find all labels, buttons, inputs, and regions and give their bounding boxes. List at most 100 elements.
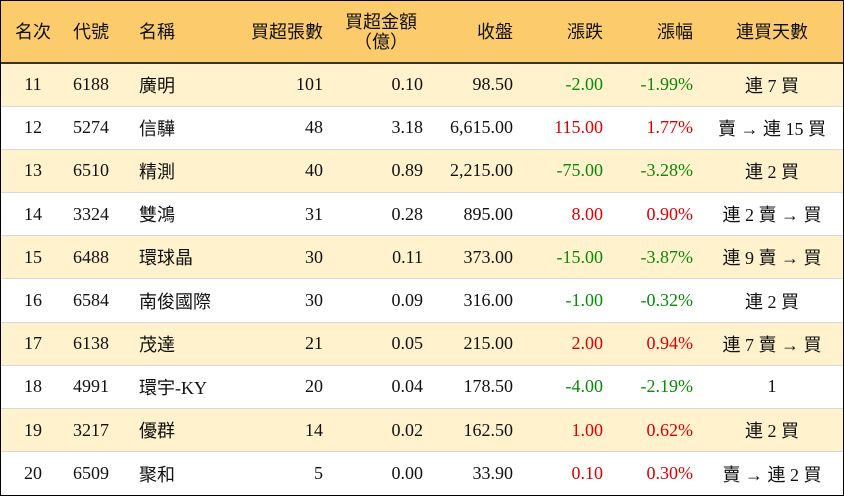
table-cell: 6188	[65, 62, 131, 107]
table-cell: 0.11	[331, 235, 431, 279]
table-cell: 南俊國際	[131, 278, 231, 323]
table-cell: 3217	[65, 407, 131, 452]
table-cell: 12	[1, 105, 65, 150]
table-cell: 雙鴻	[131, 192, 231, 236]
table-cell: 0.00	[331, 451, 431, 495]
table-cell: 11	[1, 62, 65, 107]
table-row: 18 4991 環宇-KY 20 0.04 178.50 -4.00 -2.19% 1	[1, 364, 843, 409]
table-cell: 215.00	[431, 321, 521, 366]
table-cell: 聚和	[131, 451, 231, 495]
table-cell: 895.00	[431, 192, 521, 236]
table-cell: 0.62%	[611, 407, 701, 452]
table-cell: 0.28	[331, 192, 431, 236]
table-cell: 5274	[65, 105, 131, 150]
table-cell: 15	[1, 235, 65, 279]
table-cell: 連 2 買	[701, 407, 843, 452]
table-row: 11 6188 廣明 101 0.10 98.50 -2.00 -1.99% 連 7 買	[1, 62, 843, 107]
table-cell: -2.00	[521, 62, 611, 107]
table-cell: 3.18	[331, 105, 431, 150]
table-cell: 環球晶	[131, 235, 231, 279]
table-row: 17 6138 茂達 21 0.05 215.00 2.00 0.94% 連 7 賣 → 買	[1, 321, 843, 366]
table-cell: 1.00	[521, 407, 611, 452]
table-cell: 0.30%	[611, 451, 701, 495]
table-cell: 0.09	[331, 278, 431, 323]
table-cell: 連 2 買	[701, 148, 843, 193]
table-cell: 1.77%	[611, 105, 701, 150]
table-cell: 0.02	[331, 407, 431, 452]
table-cell: 30	[231, 235, 331, 279]
header-cell: 名次	[1, 1, 65, 64]
table-cell: 98.50	[431, 62, 521, 107]
header-cell: 買超張數	[231, 1, 331, 64]
table-cell: 13	[1, 148, 65, 193]
table-cell: -3.28%	[611, 148, 701, 193]
table-cell: 6138	[65, 321, 131, 366]
table-cell: 31	[231, 192, 331, 236]
table-row: 16 6584 南俊國際 30 0.09 316.00 -1.00 -0.32% 連 2 買	[1, 278, 843, 323]
table-cell: 6510	[65, 148, 131, 193]
table-cell: 0.89	[331, 148, 431, 193]
table-cell: 33.90	[431, 451, 521, 495]
table-cell: 2.00	[521, 321, 611, 366]
table-cell: 48	[231, 105, 331, 150]
table-cell: 茂達	[131, 321, 231, 366]
table-cell: -1.00	[521, 278, 611, 323]
header-cell: 買超金額 （億）	[331, 1, 431, 64]
table-cell: 廣明	[131, 62, 231, 107]
table-row: 12 5274 信驊 48 3.18 6,615.00 115.00 1.77% 賣 → 連 1…	[1, 105, 843, 150]
table-cell: 178.50	[431, 364, 521, 409]
table-cell: 5	[231, 451, 331, 495]
table-cell: 連 2 買	[701, 278, 843, 323]
table-cell: 30	[231, 278, 331, 323]
table-cell: 21	[231, 321, 331, 366]
header-cell: 連買天數	[701, 1, 843, 64]
table-cell: 信驊	[131, 105, 231, 150]
table-cell: 0.94%	[611, 321, 701, 366]
table-cell: -75.00	[521, 148, 611, 193]
table-cell: 精測	[131, 148, 231, 193]
table-cell: 0.10	[331, 62, 431, 107]
table-cell: 連 2 賣 → 買	[701, 192, 843, 236]
table-cell: 115.00	[521, 105, 611, 150]
table-cell: 賣 → 連 15 買	[701, 105, 843, 150]
table-cell: 17	[1, 321, 65, 366]
table-cell: 6488	[65, 235, 131, 279]
table-cell: 0.90%	[611, 192, 701, 236]
header-cell: 名稱	[131, 1, 231, 64]
table-cell: 101	[231, 62, 331, 107]
table-cell: -0.32%	[611, 278, 701, 323]
table-cell: 2,215.00	[431, 148, 521, 193]
table-row: 15 6488 環球晶 30 0.11 373.00 -15.00 -3.87% 連 9 賣 →…	[1, 235, 843, 279]
table-cell: 1	[701, 364, 843, 409]
table-cell: 20	[1, 451, 65, 495]
header-row: 名次 代號 名稱 買超張數 買超金額 （億） 收盤 漲跌 漲幅 連買天數	[1, 1, 843, 64]
table-row: 13 6510 精測 40 0.89 2,215.00 -75.00 -3.28% 連 2 買	[1, 148, 843, 193]
header-cell: 漲跌	[521, 1, 611, 64]
table-cell: 16	[1, 278, 65, 323]
table-cell: 4991	[65, 364, 131, 409]
table-cell: 19	[1, 407, 65, 452]
header-cell: 漲幅	[611, 1, 701, 64]
table-cell: 賣 → 連 2 買	[701, 451, 843, 495]
table-cell: 6,615.00	[431, 105, 521, 150]
table-row: 19 3217 優群 14 0.02 162.50 1.00 0.62% 連 2 買	[1, 407, 843, 452]
table-cell: 連 9 賣 → 買	[701, 235, 843, 279]
table-cell: 40	[231, 148, 331, 193]
table-cell: 14	[231, 407, 331, 452]
table-cell: 14	[1, 192, 65, 236]
table-row: 14 3324 雙鴻 31 0.28 895.00 8.00 0.90% 連 2 賣 → 買	[1, 192, 843, 236]
header-cell: 收盤	[431, 1, 521, 64]
table-cell: 8.00	[521, 192, 611, 236]
table-cell: 0.05	[331, 321, 431, 366]
table-row: 20 6509 聚和 5 0.00 33.90 0.10 0.30% 賣 → 連 2 買	[1, 451, 843, 495]
table-cell: 優群	[131, 407, 231, 452]
header-cell: 代號	[65, 1, 131, 64]
table-cell: 連 7 買	[701, 62, 843, 107]
table-cell: 0.04	[331, 364, 431, 409]
table-cell: 0.10	[521, 451, 611, 495]
table-cell: 316.00	[431, 278, 521, 323]
table-cell: -15.00	[521, 235, 611, 279]
table-cell: 環宇-KY	[131, 364, 231, 409]
